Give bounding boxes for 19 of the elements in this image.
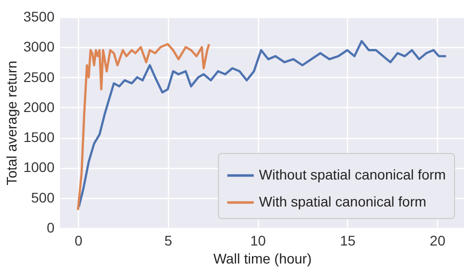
y-tick-label: 1500 xyxy=(23,129,55,146)
x-tick-label: 10 xyxy=(250,232,266,248)
legend-label: Without spatial canonical form xyxy=(259,166,446,182)
x-tick-label: 0 xyxy=(74,232,83,248)
line-series xyxy=(76,43,210,212)
y-tick-label: 1000 xyxy=(23,159,55,176)
y-tick-label: 0 xyxy=(46,220,55,236)
y-tick-label: 500 xyxy=(31,189,55,206)
y-tick-label: 2500 xyxy=(23,68,55,85)
y-tick-label: 3500 xyxy=(23,8,55,24)
y-axis-title: Total average return xyxy=(3,60,20,186)
legend-label: With spatial canonical form xyxy=(259,194,426,210)
x-axis-title: Wall time (hour) xyxy=(213,250,312,266)
x-tick-label: 5 xyxy=(164,232,172,248)
y-tick-label: 2000 xyxy=(23,98,55,115)
x-tick-label: 20 xyxy=(430,232,446,248)
line-series xyxy=(78,40,448,208)
x-tick-label: 15 xyxy=(340,232,356,248)
y-tick-label: 3000 xyxy=(23,38,55,55)
